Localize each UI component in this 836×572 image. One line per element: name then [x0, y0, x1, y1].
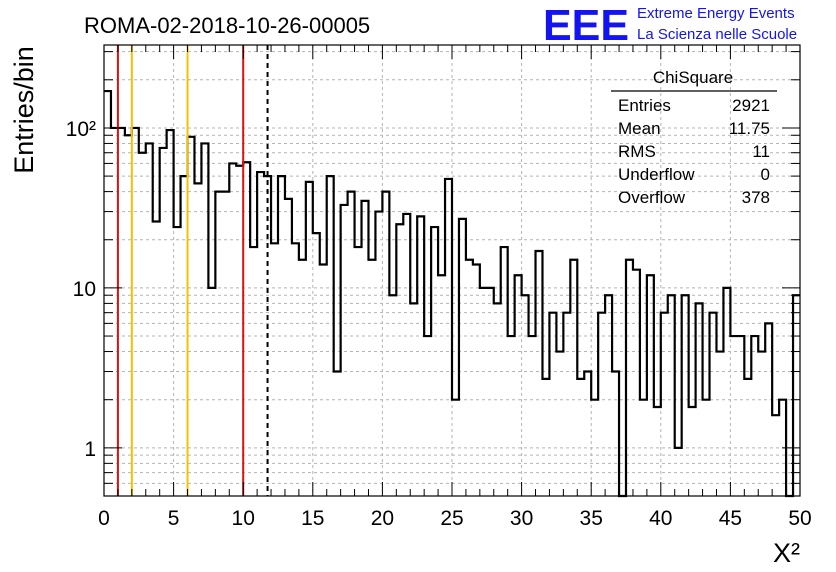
- histogram-bin: [744, 379, 751, 496]
- x-axis-title: Χ²: [773, 538, 800, 568]
- histogram-bin: [480, 288, 487, 496]
- histogram-bin: [229, 163, 236, 496]
- histogram-bin: [703, 400, 710, 496]
- stats-label: Overflow: [618, 188, 686, 207]
- histogram-bin: [111, 128, 118, 496]
- histogram-bin: [334, 372, 341, 496]
- histogram-bin: [494, 303, 501, 496]
- histogram-bin: [271, 243, 278, 496]
- histogram-series: [104, 89, 800, 498]
- histogram-bin: [438, 275, 445, 496]
- eee-logo: EEE Extreme Energy Events La Scienza nel…: [543, 1, 797, 50]
- histogram-bin: [153, 222, 160, 496]
- histogram-bin: [174, 227, 181, 496]
- histogram-bin: [389, 295, 396, 496]
- histogram-bin: [556, 352, 563, 496]
- x-tick-label: 5: [168, 507, 180, 530]
- logo-line2: La Scienza nelle Scuole: [637, 26, 797, 43]
- stats-label: Entries: [618, 96, 671, 115]
- histogram-bin: [529, 336, 536, 496]
- histogram-bin: [320, 265, 327, 496]
- stats-box: ChiSquare Entries 2921 Mean 11.75 RMS 11 Under…: [611, 68, 777, 207]
- axis-ticks: [103, 45, 801, 497]
- logo-mark: EEE: [543, 1, 629, 50]
- x-tick-label: 15: [301, 507, 324, 530]
- histogram-bin: [640, 400, 647, 496]
- histogram-bin: [758, 352, 765, 496]
- histogram-bin: [292, 243, 299, 496]
- x-tick-label: 50: [788, 507, 811, 530]
- y-tick-label: 10²: [66, 118, 96, 141]
- histogram-outline: [104, 89, 800, 498]
- stats-title: ChiSquare: [653, 68, 733, 87]
- y-axis-title: Entries/bin: [9, 46, 39, 174]
- x-tick-label: 30: [510, 507, 533, 530]
- histogram-bin: [104, 91, 111, 496]
- histogram-bin: [368, 260, 375, 496]
- x-tick-label: 45: [719, 507, 742, 530]
- stats-label: Underflow: [618, 165, 695, 184]
- histogram-bin: [250, 247, 257, 496]
- stats-value: 2921: [732, 96, 770, 115]
- histogram-bin: [313, 233, 320, 496]
- reference-lines: [116, 45, 269, 496]
- stats-value: 11: [752, 142, 770, 161]
- histogram-bin: [689, 407, 696, 496]
- histogram-bin: [118, 128, 125, 496]
- x-tick-label: 0: [98, 507, 110, 530]
- histogram-bin: [542, 379, 549, 496]
- stats-value: 0: [761, 165, 770, 184]
- stats-value: 378: [742, 188, 770, 207]
- histogram-bin: [194, 183, 201, 496]
- histogram-bin: [473, 265, 480, 496]
- histogram-bin: [508, 336, 515, 496]
- histogram-bin: [410, 303, 417, 496]
- histogram-bin: [452, 400, 459, 496]
- x-tick-label: 35: [580, 507, 603, 530]
- histogram-bin: [125, 135, 132, 496]
- histogram-bin: [591, 400, 598, 496]
- histogram-bin: [466, 260, 473, 496]
- y-tick-label: 1: [84, 438, 96, 461]
- histogram-bin: [730, 336, 737, 496]
- histogram-bin: [716, 352, 723, 496]
- histogram-bin: [654, 407, 661, 496]
- stats-value: 11.75: [729, 119, 770, 138]
- histogram-bin: [355, 247, 362, 496]
- plot-title: ROMA-02-2018-10-26-00005: [84, 13, 370, 38]
- x-tick-label: 40: [649, 507, 672, 530]
- histogram-bin: [236, 166, 243, 496]
- y-tick-label: 10: [73, 278, 96, 301]
- stats-label: Mean: [618, 119, 661, 138]
- histogram-bin: [424, 336, 431, 496]
- x-tick-label: 20: [371, 507, 394, 530]
- logo-line1: Extreme Energy Events: [637, 5, 795, 22]
- histogram-bin: [132, 128, 139, 496]
- histogram-bin: [299, 260, 306, 496]
- histogram-bin: [139, 153, 146, 496]
- histogram-bin: [577, 379, 584, 496]
- histogram-bin: [188, 137, 195, 496]
- stats-label: RMS: [618, 142, 656, 161]
- x-tick-label: 10: [232, 507, 255, 530]
- histogram-bin: [675, 448, 682, 496]
- x-tick-label: 25: [440, 507, 463, 530]
- histogram-bin: [222, 192, 229, 496]
- histogram-bin: [487, 288, 494, 496]
- histogram-bin: [772, 415, 779, 496]
- histogram-bin: [208, 288, 215, 496]
